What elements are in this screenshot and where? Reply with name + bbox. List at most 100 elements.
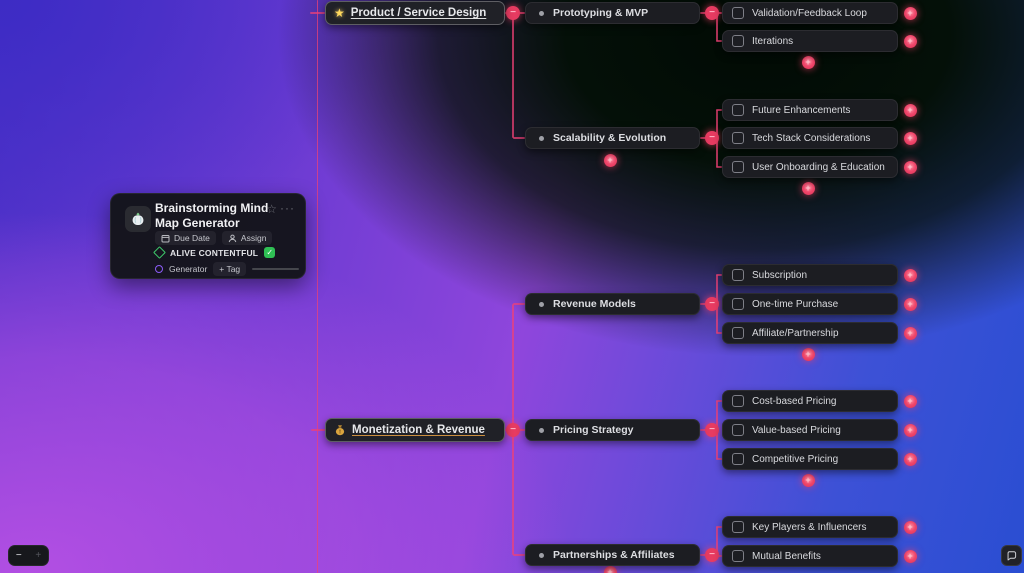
node-checkbox[interactable] bbox=[732, 298, 744, 310]
node-checkbox[interactable] bbox=[732, 395, 744, 407]
add-node-button[interactable]: + bbox=[903, 520, 917, 534]
connector-line bbox=[716, 332, 722, 334]
node-subscription[interactable]: Subscription bbox=[722, 264, 898, 286]
node-prototyping-mvp[interactable]: Prototyping & MVP bbox=[525, 2, 700, 24]
node-label: Product / Service Design bbox=[350, 7, 487, 19]
node-revenue-models[interactable]: Revenue Models bbox=[525, 293, 700, 315]
add-node-button[interactable]: + bbox=[903, 160, 917, 174]
node-checkbox[interactable] bbox=[732, 424, 744, 436]
connector-line bbox=[310, 12, 325, 14]
tag-ring-icon bbox=[155, 265, 163, 273]
collapse-node-button[interactable]: − bbox=[705, 548, 719, 562]
node-checkbox[interactable] bbox=[732, 104, 744, 116]
add-node-button[interactable]: + bbox=[603, 153, 617, 167]
due-date-button[interactable]: Due Date bbox=[155, 231, 216, 245]
node-user-onboarding-education[interactable]: User Onboarding & Education bbox=[722, 156, 898, 178]
collapse-node-button[interactable]: − bbox=[506, 6, 520, 20]
add-node-button[interactable]: + bbox=[903, 6, 917, 20]
node-checkbox[interactable] bbox=[732, 550, 744, 562]
node-competitive-pricing[interactable]: Competitive Pricing bbox=[722, 448, 898, 470]
node-future-enhancements[interactable]: Future Enhancements bbox=[722, 99, 898, 121]
assign-button[interactable]: Assign bbox=[221, 231, 273, 245]
connector-line bbox=[316, 0, 318, 573]
node-one-time-purchase[interactable]: One-time Purchase bbox=[722, 293, 898, 315]
node-checkbox[interactable] bbox=[732, 521, 744, 533]
node-checkbox[interactable] bbox=[732, 7, 744, 19]
node-product-service-design[interactable]: ★ Product / Service Design bbox=[325, 1, 505, 25]
node-validation-feedback-loop[interactable]: Validation/Feedback Loop bbox=[722, 2, 898, 24]
status-diamond-icon bbox=[153, 246, 166, 259]
node-checkbox[interactable] bbox=[732, 132, 744, 144]
favorite-star-icon[interactable]: ☆ bbox=[266, 202, 277, 216]
add-node-button[interactable]: + bbox=[903, 297, 917, 311]
collapse-node-button[interactable]: − bbox=[705, 297, 719, 311]
add-node-button[interactable]: + bbox=[903, 423, 917, 437]
person-icon bbox=[228, 234, 237, 242]
connector-line bbox=[716, 274, 722, 276]
add-node-button[interactable]: + bbox=[903, 394, 917, 408]
add-node-button[interactable]: + bbox=[801, 55, 815, 69]
card-menu-icon[interactable]: ··· bbox=[280, 201, 295, 215]
node-monetization-revenue[interactable]: Monetization & Revenue bbox=[325, 418, 505, 442]
tomato-icon bbox=[125, 206, 151, 232]
connector-line bbox=[716, 555, 722, 557]
node-label: Future Enhancements bbox=[752, 104, 851, 116]
node-value-based-pricing[interactable]: Value-based Pricing bbox=[722, 419, 898, 441]
add-node-button[interactable]: + bbox=[903, 549, 917, 563]
node-label: Cost-based Pricing bbox=[752, 395, 837, 407]
bullet-icon bbox=[539, 301, 544, 307]
node-iterations[interactable]: Iterations bbox=[722, 30, 898, 52]
bullet-icon bbox=[539, 427, 544, 433]
node-checkbox[interactable] bbox=[732, 453, 744, 465]
collapse-node-button[interactable]: − bbox=[705, 6, 719, 20]
add-node-button[interactable]: + bbox=[801, 473, 815, 487]
bullet-icon bbox=[539, 10, 544, 16]
node-label: Revenue Models bbox=[553, 298, 636, 310]
node-partnerships-affiliates[interactable]: Partnerships & Affiliates bbox=[525, 544, 700, 566]
node-label: Subscription bbox=[752, 269, 808, 281]
add-node-button[interactable]: + bbox=[903, 326, 917, 340]
add-node-button[interactable]: + bbox=[903, 452, 917, 466]
node-mutual-benefits[interactable]: Mutual Benefits bbox=[722, 545, 898, 567]
add-node-button[interactable]: + bbox=[903, 103, 917, 117]
add-node-button[interactable]: + bbox=[903, 34, 917, 48]
node-checkbox[interactable] bbox=[732, 161, 744, 173]
generator-card[interactable]: Brainstorming Mind Map Generator ☆ ··· D… bbox=[110, 193, 306, 279]
node-checkbox[interactable] bbox=[732, 327, 744, 339]
node-label: Iterations bbox=[752, 35, 794, 47]
add-node-button[interactable]: + bbox=[801, 181, 815, 195]
due-date-label: Due Date bbox=[174, 233, 210, 243]
node-affiliate-partnership[interactable]: Affiliate/Partnership bbox=[722, 322, 898, 344]
assign-label: Assign bbox=[240, 233, 267, 243]
status-check-badge[interactable]: ✓ bbox=[264, 247, 276, 258]
node-checkbox[interactable] bbox=[732, 35, 744, 47]
node-cost-based-pricing[interactable]: Cost-based Pricing bbox=[722, 390, 898, 412]
connector-line bbox=[513, 554, 525, 556]
speech-bubble-icon bbox=[1007, 551, 1017, 561]
collapse-node-button[interactable]: − bbox=[705, 423, 719, 437]
zoom-in-button[interactable]: + bbox=[35, 549, 42, 561]
node-key-players-influencers[interactable]: Key Players & Influencers bbox=[722, 516, 898, 538]
node-tech-stack-considerations[interactable]: Tech Stack Considerations bbox=[722, 127, 898, 149]
connector-line bbox=[716, 526, 722, 528]
node-pricing-strategy[interactable]: Pricing Strategy bbox=[525, 419, 700, 441]
zoom-out-button[interactable]: − bbox=[15, 549, 22, 561]
node-checkbox[interactable] bbox=[732, 269, 744, 281]
moneybag-icon bbox=[334, 424, 346, 436]
add-node-button[interactable]: + bbox=[603, 565, 617, 573]
connector-line bbox=[716, 166, 722, 168]
add-tag-button[interactable]: + Tag bbox=[213, 262, 247, 276]
chat-button[interactable] bbox=[1001, 545, 1022, 566]
add-node-button[interactable]: + bbox=[903, 268, 917, 282]
bullet-icon bbox=[539, 135, 544, 141]
collapse-node-button[interactable]: − bbox=[506, 423, 520, 437]
node-label: Tech Stack Considerations bbox=[752, 132, 871, 144]
add-node-button[interactable]: + bbox=[801, 347, 815, 361]
collapse-node-button[interactable]: − bbox=[705, 131, 719, 145]
node-label: Mutual Benefits bbox=[752, 550, 821, 562]
node-scalability-evolution[interactable]: Scalability & Evolution bbox=[525, 127, 700, 149]
node-label: Value-based Pricing bbox=[752, 424, 841, 436]
add-node-button[interactable]: + bbox=[903, 131, 917, 145]
zoom-toolbar: − + bbox=[8, 545, 49, 566]
